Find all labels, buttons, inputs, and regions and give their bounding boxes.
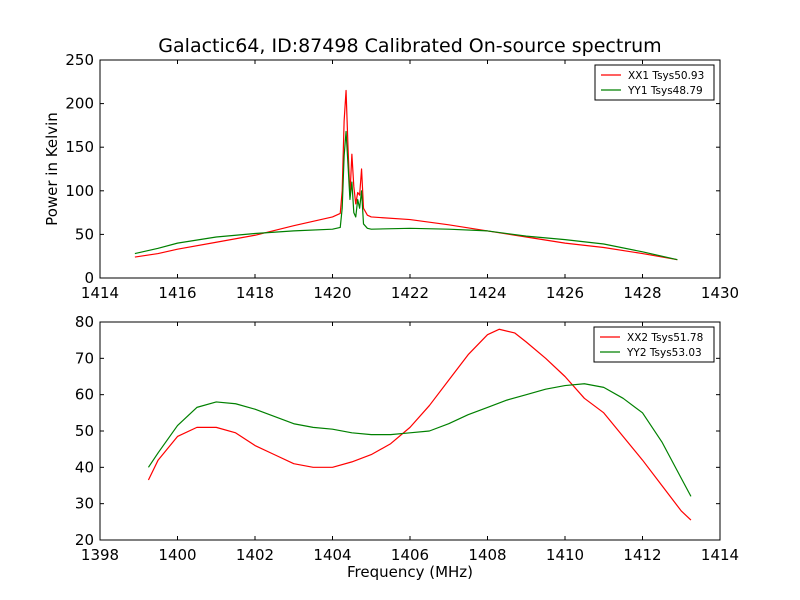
y-tick-label: 100 [65,182,94,200]
legend: XX2 Tsys51.78 YY2 Tsys53.03 [593,326,715,363]
y-tick-label: 200 [65,95,94,113]
y-tick-label: 70 [75,349,94,367]
y-axis-label: Power in Kelvin [43,112,61,226]
chart-panel-1: 1414 1416 1418 1420 1422 1424 1426 1428 1430 0 50 1… [43,35,739,302]
y-tick-label: 150 [65,138,94,156]
x-tick-label: 1402 [236,546,274,564]
x-tick-label: 1398 [81,546,119,564]
x-tick-label: 1414 [81,284,119,302]
y-tick-label: 60 [75,386,94,404]
x-tick-label: 1426 [546,284,584,302]
chart-title: Galactic64, ID:87498 Calibrated On-sourc… [158,35,661,57]
x-tick-label: 1412 [623,546,661,564]
x-tick-label: 1408 [468,546,506,564]
series-line-1-2 [134,130,678,261]
legend-box [594,64,715,101]
x-tick-label: 1406 [391,546,429,564]
legend-box [593,326,715,363]
x-tick-label: 1422 [391,284,429,302]
legend-label: XX2 Tsys51.78 [627,332,703,344]
x-tick-label: 1410 [546,546,584,564]
chart-panel-2: 1398 1400 1402 1404 1406 1408 1410 1412 1414 20 30… [75,313,739,581]
x-tick-label: 1404 [313,546,351,564]
series-line-2-1 [147,328,692,521]
x-tick-label: 1400 [158,546,196,564]
x-tick-label: 1418 [236,284,274,302]
x-tick-label: 1416 [158,284,196,302]
x-axis-label: Frequency (MHz) [347,563,473,581]
legend: XX1 Tsys50.93 YY1 Tsys48.79 [594,64,715,101]
y-tick-label: 50 [75,422,94,440]
y-tick-label: 250 [65,51,94,69]
series-line-1-1 [134,89,678,261]
y-tick-label: 50 [75,225,94,243]
x-tick-label: 1420 [313,284,351,302]
x-tick-label: 1428 [623,284,661,302]
y-tick-label: 20 [75,531,94,549]
legend-label: XX1 Tsys50.93 [628,70,704,82]
y-tick-label: 0 [84,269,94,287]
x-tick-label: 1414 [701,546,739,564]
y-tick-label: 40 [75,458,94,476]
series-line-2-2 [147,383,692,497]
legend-label: YY2 Tsys53.03 [626,347,702,359]
x-tick-label: 1424 [468,284,506,302]
legend-label: YY1 Tsys48.79 [627,85,703,97]
y-tick-label: 30 [75,495,94,513]
y-tick-label: 80 [75,313,94,331]
x-tick-label: 1430 [701,284,739,302]
